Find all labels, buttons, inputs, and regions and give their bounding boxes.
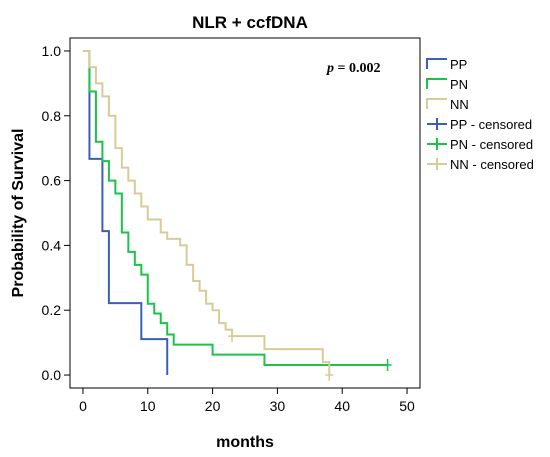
legend-line-swatch	[426, 58, 447, 69]
legend: PP PN NN PP - censored PN - censored NN - cen…	[426, 57, 534, 172]
plot-frame	[69, 37, 421, 389]
x-tick-label: 20	[205, 398, 221, 414]
y-tick-label: 0.0	[42, 367, 62, 383]
x-axis: 0 10 20 30 40 50	[79, 388, 415, 414]
legend-label: NN	[450, 97, 469, 112]
p-value-annotation: p = 0.002	[326, 61, 380, 76]
p-value: = 0.002	[334, 61, 380, 76]
legend-label: PP - censored	[450, 117, 532, 132]
curve-pp	[82, 49, 169, 376]
legend-label: NN - censored	[450, 157, 534, 172]
p-label: p	[326, 61, 334, 76]
y-tick-label: 1.0	[42, 43, 62, 59]
legend-label: PN	[450, 77, 468, 92]
y-axis: 0.0 0.2 0.4 0.6 0.8 1.0	[42, 43, 70, 383]
survival-curves	[82, 49, 392, 382]
legend-label: PN - censored	[450, 137, 533, 152]
x-tick-label: 50	[399, 398, 415, 414]
x-tick-label: 30	[270, 398, 286, 414]
curve-nn	[82, 49, 331, 376]
x-tick-label: 0	[79, 398, 87, 414]
legend-label: PP	[450, 57, 467, 72]
curve-pn	[82, 49, 388, 366]
legend-line-swatch	[426, 98, 447, 109]
x-tick-label: 40	[334, 398, 350, 414]
legend-line-swatch	[426, 78, 447, 89]
x-tick-label: 10	[140, 398, 156, 414]
y-tick-label: 0.4	[42, 237, 62, 253]
x-axis-label: months	[216, 434, 274, 451]
y-tick-label: 0.6	[42, 173, 62, 189]
chart-title: NLR + ccfDNA	[192, 13, 308, 32]
y-tick-label: 0.2	[42, 302, 62, 318]
y-axis-label: Probability of Survival	[10, 129, 27, 298]
y-tick-label: 0.8	[42, 108, 62, 124]
